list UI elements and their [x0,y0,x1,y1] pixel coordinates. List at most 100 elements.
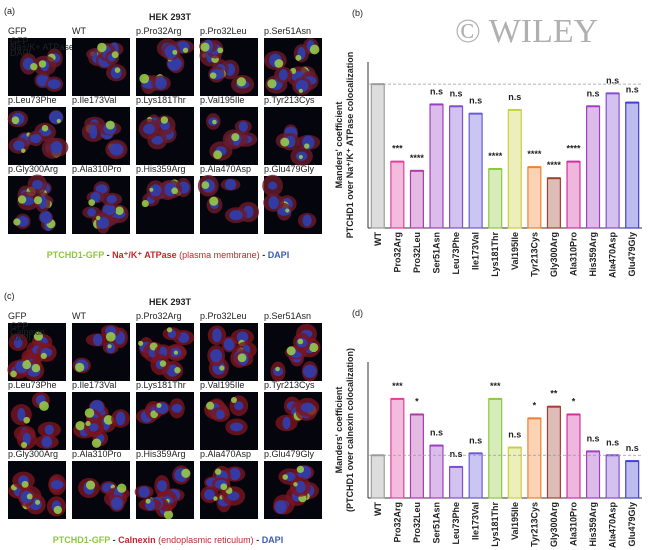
nucleus [149,184,162,197]
panel-title: HEK 293T [149,12,192,22]
legend: PTCHD1-GFP - Calnexin (endoplasmic retic… [53,535,283,545]
micrograph [8,38,66,96]
significance: n.s [450,449,463,459]
gfp-signal [26,493,33,500]
nucleus [268,196,279,210]
nucleus [102,204,116,216]
gfp-signal [149,187,154,192]
significance: n.s [626,85,639,95]
nucleus [89,124,98,139]
nucleus [212,328,222,343]
gfp-signal [171,187,178,195]
image-label: p.Val195Ile [200,95,244,105]
gfp-signal [166,327,173,333]
legend-part: Na⁺/K⁺ ATPase [112,250,177,260]
image-label: p.Ile173Val [72,95,116,105]
gfp-signal [297,338,304,345]
gfp-signal [231,133,240,142]
gfp-signal [217,47,224,54]
image-label: p.Pro32Leu [200,311,247,321]
image-label: p.Pro32Leu [200,26,247,36]
gfp-signal [296,465,305,473]
significance: **** [527,149,542,159]
x-tick-label: Ser51Asn [432,232,442,274]
gfp-signal [31,363,41,373]
inset-label: DAPI [10,48,31,58]
x-tick-label: Tyr213Cys [529,232,539,277]
gfp-signal [30,63,38,71]
image-label: p.Pro32Arg [136,26,182,36]
significance: *** [392,381,403,391]
gfp-signal [21,441,28,448]
gfp-signal [85,480,96,490]
y-axis-label: Manders' coefficient [334,387,344,474]
significance: ** [550,389,558,399]
significance: n.s [430,428,443,438]
significance: **** [410,153,425,163]
bar [468,113,483,229]
significance: **** [488,151,503,161]
bar [566,413,581,499]
significance: **** [547,160,562,170]
nucleus [300,402,315,413]
gfp-signal [39,401,49,411]
gfp-signal [163,510,174,520]
bar [586,105,601,229]
nucleus [151,135,163,145]
image-label: p.Gly300Arg [8,449,58,459]
micrograph [264,392,322,450]
gfp-signal [201,181,210,189]
panel-label: (a) [4,6,15,16]
x-tick-label: WT [373,232,383,246]
nucleus [156,480,168,492]
x-tick-label: Leu73Phe [451,502,461,545]
nucleus [47,79,61,90]
micrograph [72,461,130,519]
micrograph [264,461,322,519]
nucleus [228,467,241,481]
gfp-signal [75,421,85,431]
x-tick-label: Pro32Leu [412,232,422,273]
micrograph [136,107,194,165]
gfp-signal [85,421,91,427]
bar [429,444,444,499]
x-tick-label: Val195Ile [510,502,520,540]
gfp-signal [280,137,290,147]
bar [527,417,542,499]
nucleus [50,140,63,154]
gfp-signal [84,408,95,418]
image-label: p.Lys181Thr [136,95,186,105]
bar [546,406,561,499]
nucleus [39,210,52,224]
image-label: GFP [8,26,27,36]
legend-part: PTCHD1-GFP [53,535,110,545]
x-tick-label: Ile173Val [471,232,481,270]
gfp-signal [213,496,218,501]
gfp-signal [103,415,114,425]
legend: PTCHD1-GFP - Na⁺/K⁺ ATPase (plasma membr… [47,250,289,260]
significance: * [533,400,537,410]
nucleus [30,133,42,144]
micrograph [134,461,194,520]
micrograph [72,323,130,381]
bar [605,92,620,229]
gfp-signal [88,199,96,206]
nucleus [225,179,237,191]
gfp-signal [298,88,303,94]
gfp-signal [141,200,149,208]
gfp-signal [285,208,290,213]
inset-label: DAPI [10,333,31,343]
gfp-signal [181,468,191,478]
nucleus [13,140,25,151]
image-label: p.Ala470Asp [200,164,251,174]
significance: n.s [626,443,639,453]
image-label: p.Ala470Asp [200,449,251,459]
bar [449,466,464,499]
gfp-signal [182,47,189,53]
micrograph [136,392,194,450]
nucleus [138,486,150,498]
gfp-signal [298,154,303,159]
bar [507,109,522,229]
gfp-signal [105,120,115,130]
micrograph [200,461,258,519]
